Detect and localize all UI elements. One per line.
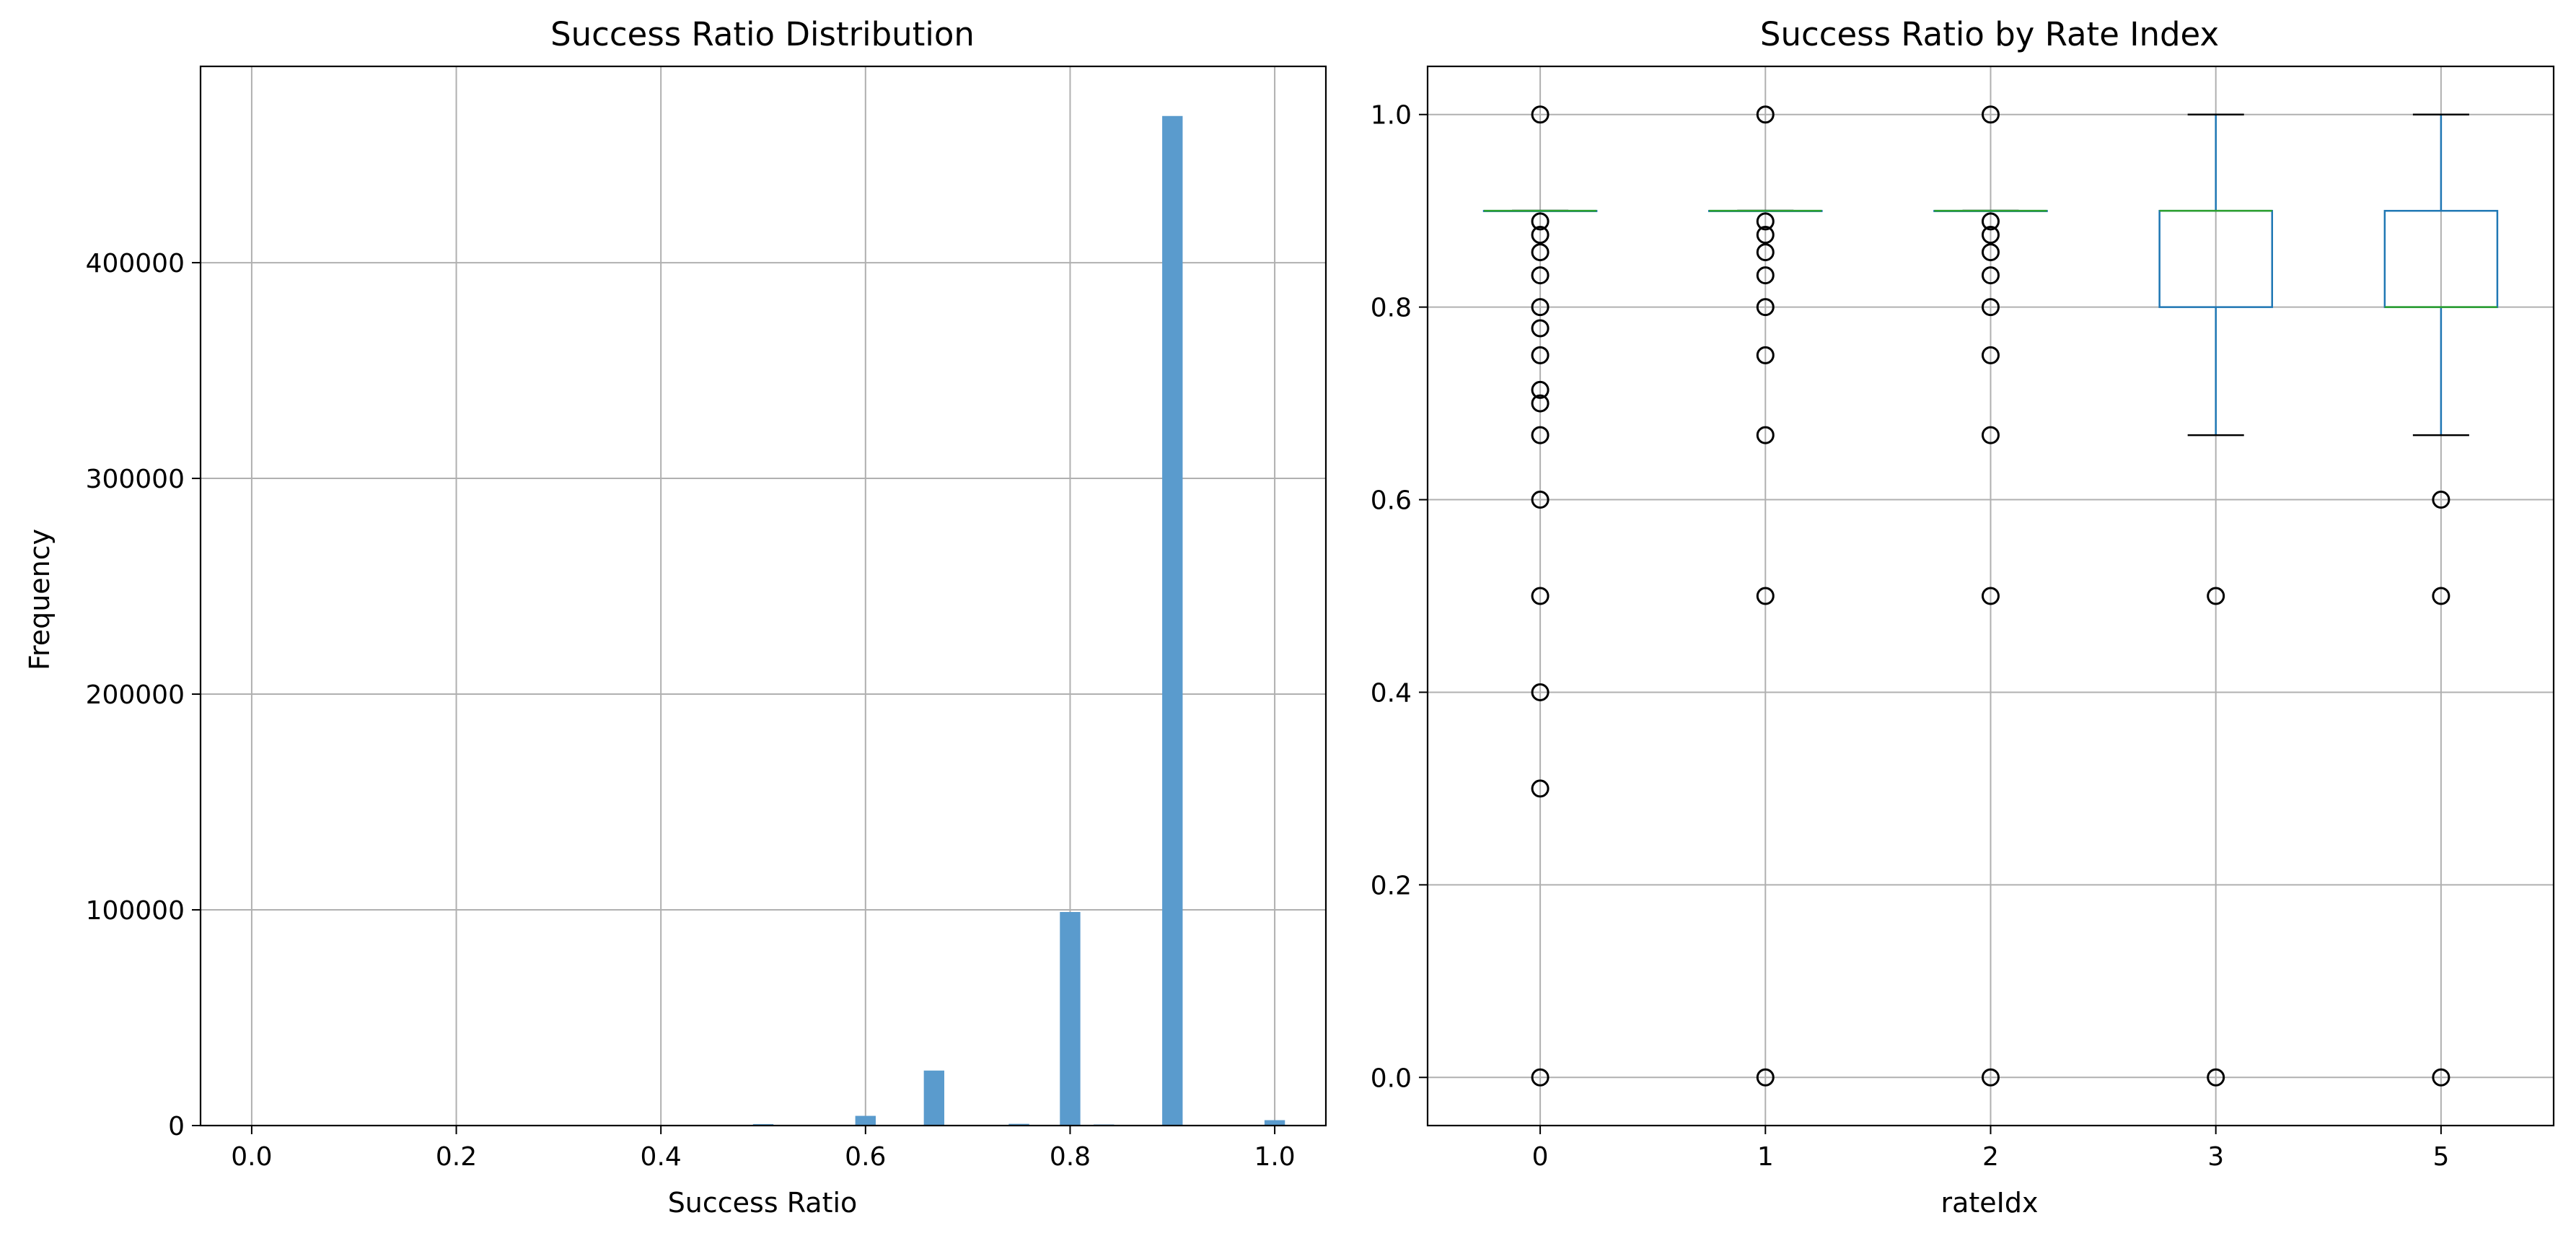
box-flier bbox=[1982, 105, 2000, 124]
hist-bar bbox=[1008, 1123, 1029, 1126]
box-flier bbox=[1756, 243, 1775, 262]
hist-y-tick-label: 100000 bbox=[86, 896, 185, 926]
box-flier bbox=[1982, 226, 2000, 245]
hist-y-tick-label: 400000 bbox=[86, 249, 185, 279]
histogram-axes-frame bbox=[199, 65, 1327, 1127]
hist-x-tick-label: 0.0 bbox=[231, 1142, 272, 1172]
boxplot-x-axis-label: rateIdx bbox=[1940, 1187, 2038, 1219]
box-flier bbox=[1756, 1068, 1775, 1087]
box-flier bbox=[1531, 266, 1549, 285]
box-y-tick-label: 1.0 bbox=[1371, 101, 1412, 131]
hist-x-tick-label: 0.4 bbox=[641, 1142, 682, 1172]
boxplot-title: Success Ratio by Rate Index bbox=[1760, 15, 2219, 53]
hist-bar bbox=[1264, 1120, 1285, 1126]
histogram-title: Success Ratio Distribution bbox=[550, 15, 975, 53]
box-flier bbox=[1756, 346, 1775, 364]
box-flier bbox=[1531, 346, 1549, 364]
box-y-tick-label: 0.2 bbox=[1371, 871, 1412, 900]
hist-y-tick-label: 300000 bbox=[86, 465, 185, 494]
histogram-bars bbox=[241, 115, 1285, 1126]
hist-x-tick-label: 0.2 bbox=[436, 1142, 477, 1172]
boxplot-panel: 0 1 2 3 5 0.0 0.2 0.4 0.6 0.8 1.0 Success Ratio b… bbox=[1371, 15, 2555, 1219]
histogram-y-ticks: 0 100000 200000 300000 400000 bbox=[86, 249, 201, 1141]
histogram-panel: 0.0 0.2 0.4 0.6 0.8 1.0 0 100000 200000 300000 40… bbox=[24, 15, 1327, 1219]
box-x-tick-label: 3 bbox=[2207, 1142, 2224, 1172]
box-x-tick-label: 1 bbox=[1757, 1142, 1774, 1172]
hist-bar bbox=[1060, 912, 1081, 1126]
boxplot-marks bbox=[1482, 105, 2499, 1087]
box-flier bbox=[1531, 779, 1549, 798]
hist-x-tick-label: 0.8 bbox=[1050, 1142, 1091, 1172]
box-flier bbox=[2207, 1068, 2225, 1087]
box-flier bbox=[1531, 243, 1549, 262]
box-flier bbox=[1756, 298, 1775, 317]
box-flier bbox=[1756, 226, 1775, 245]
box-y-tick-label: 0.0 bbox=[1371, 1064, 1412, 1093]
box-flier bbox=[2432, 587, 2450, 605]
hist-bar bbox=[923, 1070, 945, 1126]
boxplot-y-ticks: 0.0 0.2 0.4 0.6 0.8 1.0 bbox=[1371, 101, 1428, 1093]
box-y-tick-label: 0.4 bbox=[1371, 678, 1412, 708]
histogram-x-axis-label: Success Ratio bbox=[668, 1187, 858, 1219]
box-flier bbox=[2432, 491, 2450, 509]
box-y-tick-label: 0.6 bbox=[1371, 486, 1412, 516]
box-flier bbox=[1531, 319, 1549, 338]
hist-y-tick-label: 0 bbox=[168, 1112, 185, 1141]
hist-x-tick-label: 1.0 bbox=[1254, 1142, 1295, 1172]
box-flier bbox=[1982, 298, 2000, 317]
box-y-tick-label: 0.8 bbox=[1371, 294, 1412, 323]
box-flier bbox=[1531, 105, 1549, 124]
box-flier bbox=[1531, 491, 1549, 509]
histogram-x-ticks: 0.0 0.2 0.4 0.6 0.8 1.0 bbox=[231, 1126, 1296, 1172]
box-x-tick-label: 2 bbox=[1982, 1142, 1999, 1172]
box-flier bbox=[1531, 394, 1549, 413]
box-x-tick-label: 0 bbox=[1532, 1142, 1549, 1172]
box-flier bbox=[1531, 426, 1549, 444]
box-flier bbox=[1531, 212, 1549, 231]
hist-bar bbox=[1162, 115, 1183, 1126]
hist-bar bbox=[855, 1115, 876, 1126]
box-flier bbox=[2207, 587, 2225, 605]
box-flier bbox=[1756, 426, 1775, 444]
box-flier bbox=[1531, 298, 1549, 317]
box-flier bbox=[1982, 266, 2000, 285]
box-flier bbox=[1982, 426, 2000, 444]
box-x-tick-label: 5 bbox=[2432, 1142, 2449, 1172]
hist-y-tick-label: 200000 bbox=[86, 680, 185, 710]
box-flier bbox=[1756, 105, 1775, 124]
box-flier bbox=[1531, 380, 1549, 399]
box-flier bbox=[2432, 1068, 2450, 1087]
box-flier bbox=[1756, 587, 1775, 605]
hist-x-tick-label: 0.6 bbox=[845, 1142, 886, 1172]
box-flier bbox=[1756, 212, 1775, 231]
boxplot-x-ticks: 0 1 2 3 5 bbox=[1532, 1126, 2449, 1172]
box-flier bbox=[1982, 1068, 2000, 1087]
boxplot-grid bbox=[1428, 66, 2554, 1126]
histogram-y-axis-label: Frequency bbox=[24, 529, 56, 670]
box-flier bbox=[1982, 346, 2000, 364]
box-flier bbox=[1982, 587, 2000, 605]
box-flier bbox=[1531, 683, 1549, 701]
box-flier bbox=[1982, 243, 2000, 262]
box-flier bbox=[1982, 212, 2000, 231]
box-flier bbox=[1756, 266, 1775, 285]
box-flier bbox=[1531, 587, 1549, 605]
box-flier bbox=[1531, 1068, 1549, 1087]
box-flier bbox=[1531, 226, 1549, 245]
